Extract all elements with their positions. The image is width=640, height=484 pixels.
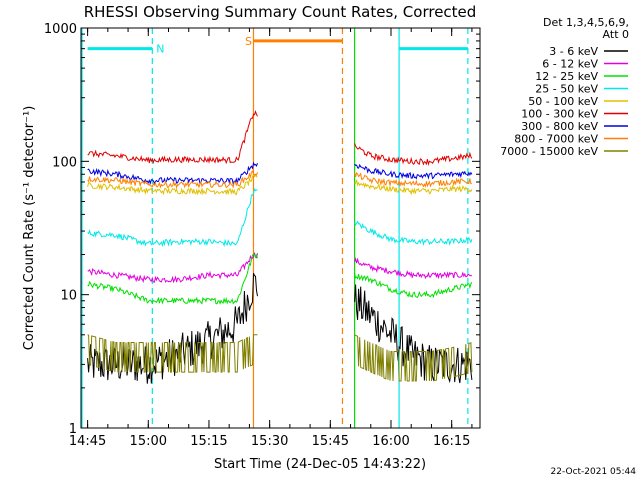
series-line-9-part-2 [354,334,473,382]
series-line-4-part-1 [87,187,258,248]
legend-header-line-1: Det 1,3,4,5,6,9, [543,16,629,29]
x-tick-label-3: 15:15 [190,434,227,449]
x-tick-label-4: 15:30 [251,434,288,449]
legend-label-4: 25 - 50 keV [535,83,598,96]
y-tick-label-2: 10 [60,289,77,304]
plot-frame [80,27,481,429]
x-tick-label-2: 15:00 [130,434,167,449]
legend-label-7: 300 - 800 keV [521,120,598,133]
series-line-3-part-1 [87,253,258,305]
x-tick-label-5: 15:45 [312,434,349,449]
y-tick-label-4: 1000 [44,22,77,37]
y-axis-label: Corrected Count Rate (s⁻¹ detector⁻¹) [22,106,37,351]
legend-label-9: 7000 - 15000 keV [500,145,598,158]
series-line-2-part-2 [354,256,472,280]
series-line-5-part-2 [354,179,473,196]
y-tick-label-1: 1 [69,422,77,437]
series-line-7-part-2 [354,163,473,180]
series-line-9-part-1 [87,334,258,373]
series-line-5-part-1 [87,174,258,196]
legend-label-6: 100 - 300 keV [521,108,598,121]
series-line-7-part-1 [87,161,258,186]
x-axis-label: Start Time (24-Dec-05 14:43:22) [214,457,426,472]
axes: 1 10 100 1000 14:45 15:00 15:15 15:30 15:45 16:00… [44,22,480,449]
series-line-6-part-1 [87,110,258,165]
footer-timestamp: 22-Oct-2021 05:44 [551,467,637,477]
plot-area: NS [81,28,473,428]
series-line-1-part-2 [354,284,473,384]
x-tick-label-6: 16:00 [372,434,409,449]
legend-label-5: 50 - 100 keV [528,95,598,108]
legend-label-2: 6 - 12 keV [542,58,598,71]
legend-label-3: 12 - 25 keV [535,70,598,83]
y-tick-label-3: 100 [52,155,77,170]
series-line-3-part-2 [354,272,473,299]
series-line-6-part-2 [354,143,473,166]
legend-header-line-2: Att 0 [603,28,629,41]
x-tick-label-1: 14:45 [69,434,106,449]
x-tick-label-7: 16:15 [433,434,470,449]
series-line-4-part-2 [354,220,473,247]
series-line-2-part-1 [87,252,258,284]
legend-label-8: 800 - 7000 keV [514,133,598,146]
series-line-1-part-1 [87,273,258,384]
annotation-label-N: N [156,43,164,56]
series-line-8-part-1 [87,170,258,190]
chart-title: RHESSI Observing Summary Count Rates, Co… [84,3,477,21]
annotation-label-S: S [245,35,252,48]
series-line-8-part-2 [354,171,472,188]
legend-label-1: 3 - 6 keV [549,45,598,58]
